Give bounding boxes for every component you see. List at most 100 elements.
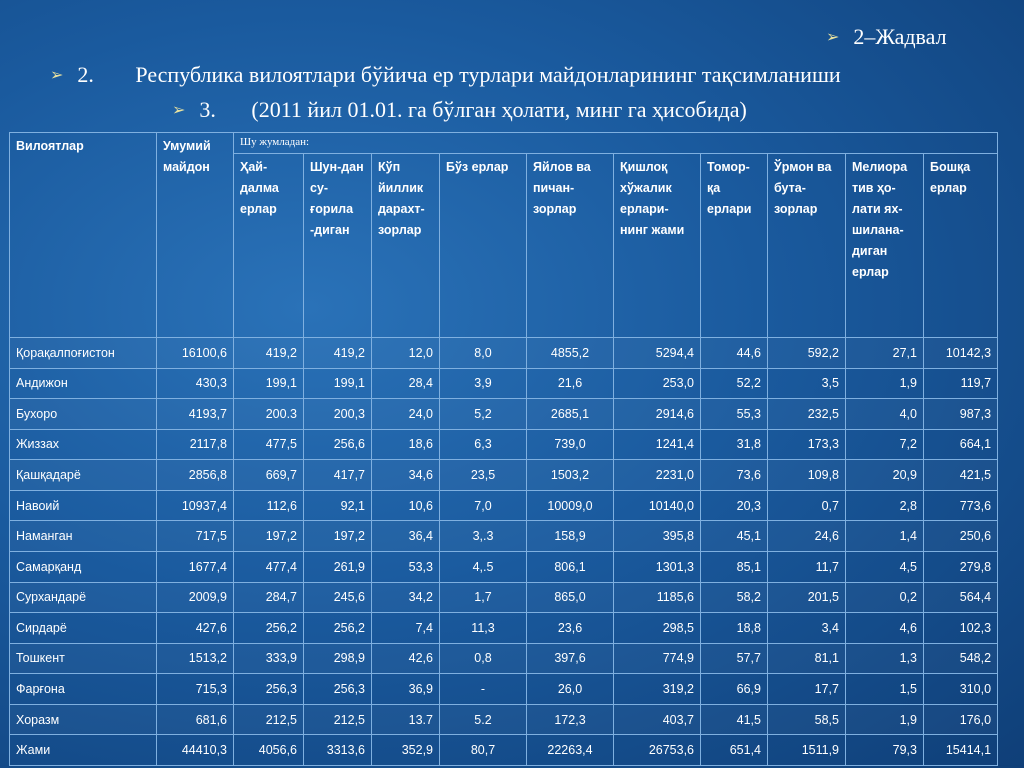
table-cell: 1,4 (845, 520, 924, 552)
table-cell: 417,7 (303, 459, 372, 491)
table-cell: 176,0 (922, 703, 999, 736)
table-row: Наманган 717,5 197,2 197,2 36,4 3,.3 158,9 395,… (9, 520, 999, 552)
table-cell: Жами (9, 734, 157, 766)
table-cell: 173,3 (767, 428, 846, 461)
table-cell: 10,6 (371, 489, 440, 522)
table-cell: 200.3 (233, 398, 304, 430)
table-cell: 2856,8 (156, 459, 234, 491)
table-cell: 112,6 (233, 489, 304, 522)
table-cell: 651,4 (700, 734, 768, 766)
table-cell: 197,2 (233, 520, 304, 552)
table-cell: Самарқанд (9, 550, 157, 583)
header-col: Ўрмон ва бута-зорлар (767, 153, 846, 338)
table-cell: 7,4 (371, 612, 440, 644)
table-cell: 715,3 (156, 673, 234, 705)
table-cell: 109,8 (767, 459, 846, 491)
table-row: Тошкент 1513,2 333,9 298,9 42,6 0,8 397,6 774,9… (9, 642, 999, 675)
table-cell: 42,6 (371, 642, 440, 675)
table-row: Самарқанд 1677,4 477,4 261,9 53,3 4,.5 806,1 13… (9, 550, 999, 583)
table-cell: 3,9 (439, 367, 527, 400)
bullet-number: 2. (77, 62, 94, 87)
table-cell: 5,2 (439, 398, 527, 430)
table-cell: 44,6 (700, 337, 768, 369)
table-cell: 1513,2 (156, 642, 234, 675)
bullet-text: Республика вилоятлари бўйича ер турлари … (135, 62, 841, 87)
table-cell: 27,1 (845, 337, 924, 369)
table-cell: 52,2 (700, 367, 768, 400)
table-cell: 395,8 (613, 520, 701, 552)
table-cell: 2914,6 (613, 398, 701, 430)
table-cell: 3,.3 (439, 520, 527, 552)
table-cell: 34,2 (371, 581, 440, 614)
table-cell: 26753,6 (613, 734, 701, 766)
table-cell: 11,3 (439, 612, 527, 644)
table-cell: Навоий (9, 489, 157, 522)
table-cell: 92,1 (303, 489, 372, 522)
table-cell: 3313,6 (303, 734, 372, 766)
table-cell: Сурхандарё (9, 581, 157, 614)
table-cell: 774,9 (613, 642, 701, 675)
table-cell: 199,1 (233, 367, 304, 400)
header-total: Умумий майдон (156, 132, 234, 338)
table-cell: 256,2 (303, 612, 372, 644)
table-body: Қорақалпоғистон 16100,6 419,2 419,2 12,0 8,0 4… (9, 337, 999, 766)
table-cell: 256,3 (303, 673, 372, 705)
table-cell: 419,2 (303, 337, 372, 369)
table-cell: 4056,6 (233, 734, 304, 766)
header-group: Шу жумладан: (232, 132, 999, 154)
header-col: Ҳай-далма ерлар (233, 153, 304, 338)
table-cell: 12,0 (371, 337, 440, 369)
table-cell: 16100,6 (156, 337, 234, 369)
table-row: Қорақалпоғистон 16100,6 419,2 419,2 12,0 8,0 4… (9, 337, 999, 369)
table-cell: 8,0 (439, 337, 527, 369)
table-cell: 256,2 (233, 612, 304, 644)
header-col: Шун-дан су-ғорила -диган (303, 153, 372, 338)
table-cell: 6,3 (439, 428, 527, 461)
bullet-subtitle: ➢ 3. (2011 йил 01.01. га бўлган ҳолати, ми… (172, 97, 747, 123)
table-cell: 739,0 (526, 428, 614, 461)
table-row: Қашқадарё 2856,8 669,7 417,7 34,6 23,5 1503,2 2… (9, 459, 999, 491)
table-cell: 2685,1 (526, 398, 614, 430)
table-cell: 212,5 (303, 703, 372, 736)
table-cell: 2231,0 (613, 459, 701, 491)
table-cell: 13.7 (371, 703, 440, 736)
table-cell: Қорақалпоғистон (9, 337, 157, 369)
table-cell: 397,6 (526, 642, 614, 675)
table-cell: 1,9 (845, 703, 924, 736)
table-cell: 1301,3 (613, 550, 701, 583)
table-row: Хоразм 681,6 212,5 212,5 13.7 5.2 172,3 403,7 41… (9, 703, 999, 736)
header-col: Мелиора тив ҳо-лати ях-шилана-диган ерла… (845, 153, 924, 338)
table-cell: 73,6 (700, 459, 768, 491)
table-cell: 245,6 (303, 581, 372, 614)
table-cell: 21,6 (526, 367, 614, 400)
table-cell: 22263,4 (526, 734, 614, 766)
table-cell: 3,5 (767, 367, 846, 400)
table-cell: 4855,2 (526, 337, 614, 369)
table-cell: 1,7 (439, 581, 527, 614)
table-cell: 23,5 (439, 459, 527, 491)
table-cell: 298,5 (613, 612, 701, 644)
arrow-bullet-icon: ➢ (826, 29, 840, 46)
arrow-bullet-icon: ➢ (50, 67, 64, 84)
table-cell: 36,4 (371, 520, 440, 552)
bullet-text: 2–Жадвал (853, 24, 947, 49)
table-cell: 172,3 (526, 703, 614, 736)
table-cell: 352,9 (371, 734, 440, 766)
header-col: Томор-қа ерлари (700, 153, 768, 338)
table-cell: Тошкент (9, 642, 157, 675)
table-cell: 717,5 (156, 520, 234, 552)
table-cell: 421,5 (922, 459, 999, 491)
table-row: Жиззах 2117,8 477,5 256,6 18,6 6,3 739,0 1241,4… (9, 428, 999, 461)
table-cell: 24,0 (371, 398, 440, 430)
table-cell: 45,1 (700, 520, 768, 552)
header-col: Бўз ерлар (439, 153, 527, 338)
table-cell: 1,5 (845, 673, 924, 705)
table-cell: 310,0 (922, 673, 999, 705)
bullet-text: (2011 йил 01.01. га бўлган ҳолати, минг … (251, 97, 747, 122)
table-cell: 427,6 (156, 612, 234, 644)
table-cell: 0,2 (845, 581, 924, 614)
table-cell: 250,6 (922, 520, 999, 552)
table-cell: 4,0 (845, 398, 924, 430)
table-row: Сурхандарё 2009,9 284,7 245,6 34,2 1,7 865,0 11… (9, 581, 999, 614)
table-cell: Жиззах (9, 428, 157, 461)
